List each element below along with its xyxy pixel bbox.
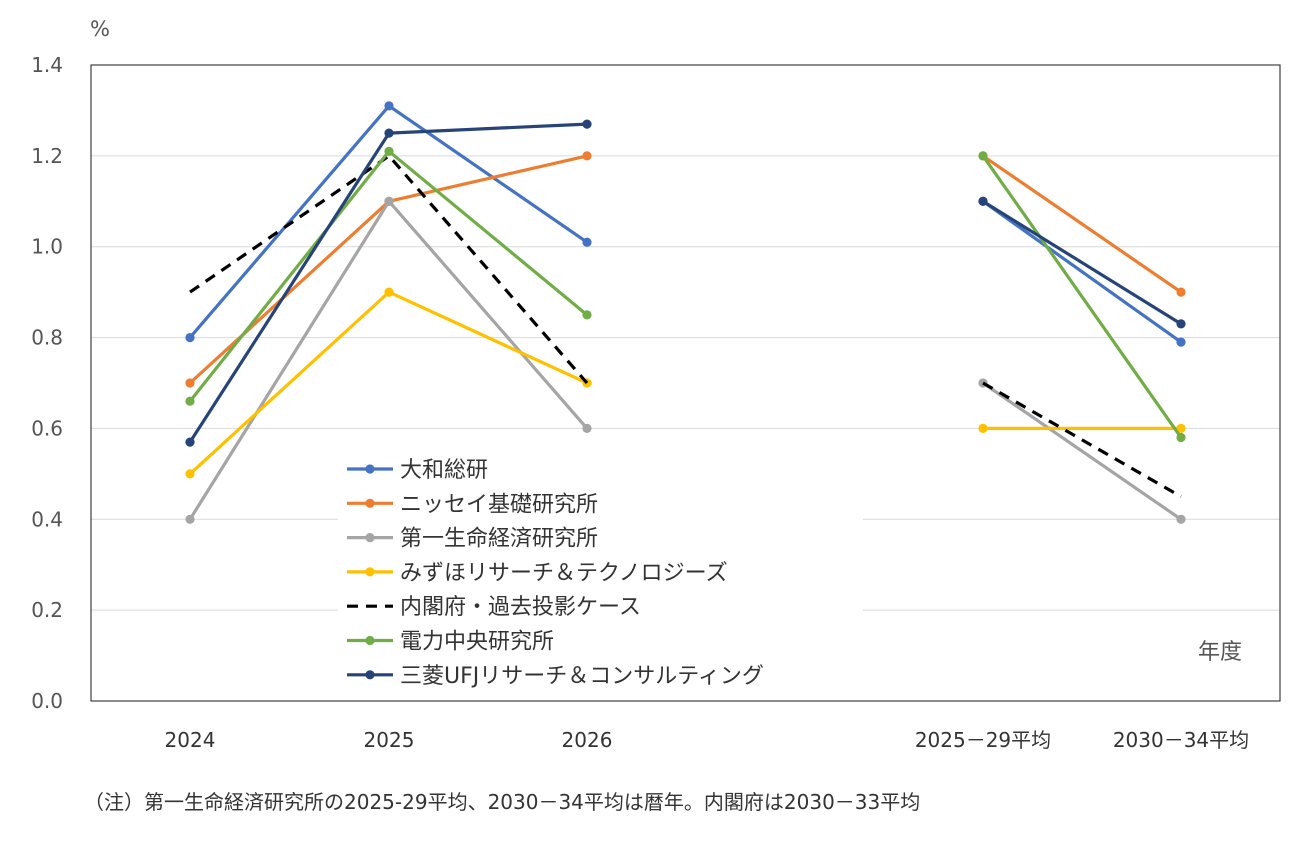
data-point (582, 151, 592, 161)
legend-label: 第一生命経済研究所 (400, 527, 598, 552)
data-point (185, 514, 195, 524)
chart-note: （注）第一生命経済研究所の2025-29平均、2030－34平均は暦年。内閣府は… (84, 790, 921, 814)
legend-item: 電力中央研究所 (347, 630, 554, 655)
legend-item: 三菱UFJリサーチ＆コンサルティング (347, 664, 764, 689)
data-point (582, 237, 592, 247)
data-point (1176, 423, 1186, 433)
y-tick-label: 1.4 (31, 53, 63, 77)
legend-item: 大和総研 (347, 458, 488, 483)
plot-frame (90, 64, 1281, 702)
data-point (1176, 514, 1186, 524)
legend-label: 三菱UFJリサーチ＆コンサルティング (400, 664, 764, 689)
data-point (978, 196, 988, 206)
series-line (188, 149, 589, 403)
y-axis-ticks: 0.0 0.2 0.4 0.6 0.8 1.0 1.2 1.4 (31, 53, 63, 713)
legend-item: ニッセイ基礎研究所 (347, 492, 598, 517)
series-group (185, 119, 1186, 447)
y-tick-label: 1.2 (31, 144, 63, 168)
x-category-label: 2025－29平均 (915, 728, 1051, 752)
y-tick-label: 0.8 (31, 326, 63, 350)
series-line (188, 104, 588, 339)
data-point (384, 146, 394, 156)
y-unit-label: % (90, 17, 110, 41)
data-point (185, 333, 195, 343)
legend-marker (365, 670, 375, 680)
data-point (384, 128, 394, 138)
data-point (384, 101, 394, 111)
x-unit-label: 年度 (1198, 640, 1242, 665)
x-category-label: 2025 (364, 728, 415, 752)
legend-background (338, 450, 863, 690)
legend: 大和総研ニッセイ基礎研究所第一生命経済研究所みずほリサーチ＆テクノロジーズ内閣府… (347, 458, 764, 689)
y-tick-label: 0.2 (31, 598, 63, 622)
legend-marker (365, 464, 375, 474)
legend-marker (365, 635, 375, 646)
legend-marker (365, 533, 375, 543)
legend-label: 電力中央研究所 (400, 630, 554, 655)
data-point (978, 151, 988, 161)
data-point (384, 196, 394, 206)
series-group (185, 151, 1186, 388)
legend-marker (365, 498, 375, 508)
legend-item: 第一生命経済研究所 (347, 527, 598, 552)
series-line (982, 381, 1182, 498)
series-group (185, 146, 1186, 443)
y-tick-label: 0.4 (31, 507, 63, 531)
series-line (982, 199, 1182, 344)
x-category-label: 2026 (562, 728, 613, 752)
series-group (185, 287, 1186, 479)
data-point (384, 287, 394, 297)
series-line (981, 154, 1183, 439)
legend-item: 内閣府・過去投影ケース (347, 595, 641, 620)
legend-marker (365, 567, 375, 577)
data-point (582, 119, 592, 129)
data-point (185, 437, 195, 447)
series-line (982, 154, 1182, 294)
data-point (1176, 319, 1186, 329)
series-line (982, 199, 1182, 326)
x-axis-categories: 2024 2025 2026 2025－29平均 2030－34平均 (165, 728, 1250, 752)
legend-label: みずほリサーチ＆テクノロジーズ (400, 561, 728, 586)
legend-label: ニッセイ基礎研究所 (400, 492, 598, 517)
y-tick-label: 1.0 (31, 235, 63, 259)
y-tick-label: 0.6 (31, 416, 63, 440)
data-point (1176, 432, 1186, 443)
grid-lines (91, 155, 1280, 611)
series-line (189, 154, 589, 385)
data-point (185, 396, 195, 406)
x-category-label: 2030－34平均 (1113, 728, 1249, 752)
data-point (582, 423, 592, 433)
legend-item: みずほリサーチ＆テクノロジーズ (347, 561, 728, 586)
y-tick-label: 0.0 (31, 689, 63, 713)
data-point (185, 378, 195, 388)
data-point (582, 310, 592, 320)
series-line (188, 290, 588, 476)
series-group (189, 154, 1182, 498)
x-category-label: 2024 (165, 728, 216, 752)
data-point (1176, 287, 1186, 297)
data-point (1176, 337, 1186, 347)
series-group (185, 101, 1186, 347)
series-lines (185, 101, 1186, 524)
data-point (978, 423, 988, 433)
series-line (188, 122, 588, 443)
legend-label: 大和総研 (400, 458, 488, 483)
legend-label: 内閣府・過去投影ケース (400, 595, 641, 620)
data-point (185, 469, 195, 479)
series-line (982, 381, 1182, 521)
